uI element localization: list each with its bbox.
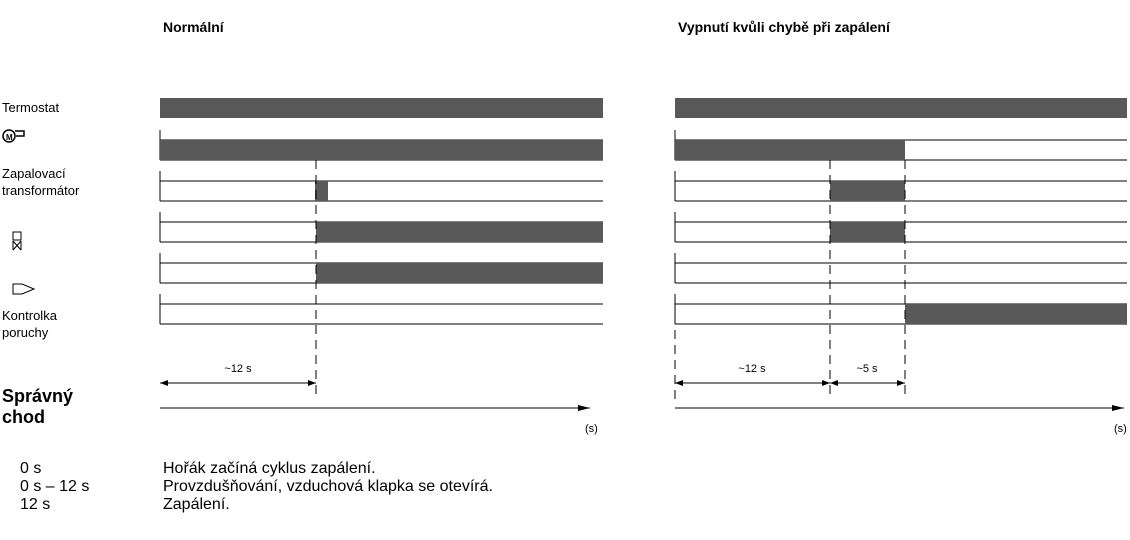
axis-unit: (s) [1114, 423, 1127, 435]
valve-icon [12, 231, 22, 251]
description-time: 0 s [20, 460, 41, 477]
signal-bar [160, 140, 603, 160]
section-title: chod [2, 407, 45, 427]
signal-label: Kontrolka [2, 308, 58, 323]
section-title: Správný [2, 386, 73, 406]
signal-bar [316, 222, 603, 242]
signal-bar [830, 222, 905, 242]
arrow-head [830, 380, 905, 386]
signal-bar [315, 181, 328, 201]
time-label: ~12 s [224, 363, 252, 375]
signal-bar [316, 263, 603, 283]
signal-bar [675, 140, 905, 160]
description-text: Hořák začíná cyklus zapálení. [163, 460, 376, 477]
signal-label: poruchy [2, 325, 49, 340]
signal-label: Zapalovací [2, 166, 66, 181]
flame-icon [12, 283, 36, 295]
signal-label: Termostat [2, 100, 59, 115]
heading: Vypnutí kvůli chybě při zapálení [678, 19, 891, 35]
description-text: Zapálení. [163, 496, 230, 513]
signal-label: transformátor [2, 183, 80, 198]
axis-arrow [1112, 405, 1124, 411]
description-time: 0 s – 12 s [20, 478, 89, 495]
axis-unit: (s) [585, 423, 598, 435]
signal-bar [160, 98, 603, 118]
signal-bar [675, 98, 1127, 118]
heading: Normální [163, 19, 225, 35]
motor-icon: M [2, 129, 25, 143]
signal-bar [830, 181, 905, 201]
time-label: ~5 s [856, 363, 878, 375]
description-text: Provzdušňování, vzduchová klapka se otev… [163, 478, 493, 495]
description-time: 12 s [20, 496, 50, 513]
axis-arrow [578, 405, 590, 411]
signal-bar [905, 304, 1127, 324]
svg-text:M: M [6, 133, 13, 142]
time-label: ~12 s [738, 363, 766, 375]
